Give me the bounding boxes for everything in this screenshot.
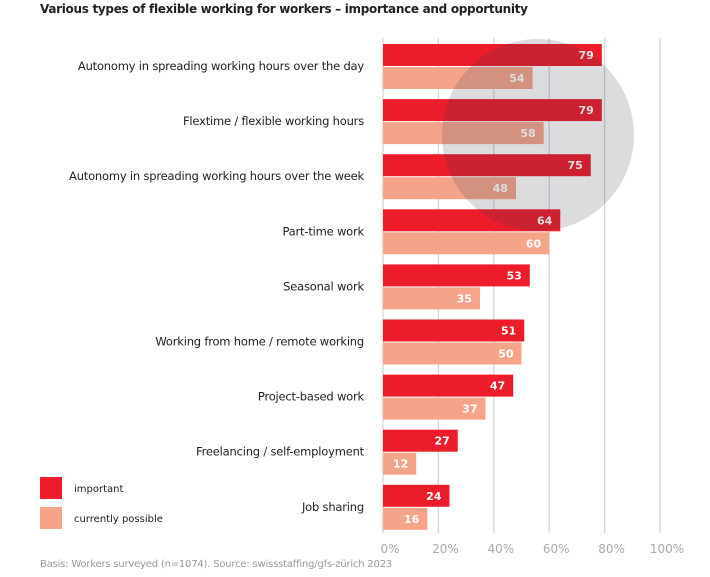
bar-important <box>383 374 514 397</box>
legend-label: important <box>74 484 123 495</box>
data-label: 50 <box>498 348 514 361</box>
x-tick-label: 0% <box>380 542 399 556</box>
data-label: 51 <box>501 325 516 338</box>
category-label: Project-based work <box>258 390 365 404</box>
data-label: 37 <box>462 403 477 416</box>
bar-currently-possible <box>383 507 428 530</box>
bar-currently-possible <box>383 287 480 310</box>
footnote: Basis: Workers surveyed (n=1074). Source… <box>40 559 393 570</box>
bar-important <box>383 154 591 177</box>
bar-important <box>383 44 602 66</box>
bar-currently-possible <box>383 67 533 89</box>
highlight-circle <box>442 39 634 231</box>
x-tick-label: 40% <box>487 542 514 556</box>
data-label: 47 <box>490 380 505 393</box>
category-label: Autonomy in spreading working hours over… <box>78 59 364 73</box>
bar-important <box>383 319 525 342</box>
category-label: Working from home / remote working <box>155 335 364 349</box>
data-label: 35 <box>457 292 472 305</box>
bar-important <box>383 429 458 452</box>
category-label: Freelancing / self-employment <box>196 445 365 459</box>
legend-swatch <box>40 507 62 529</box>
data-label: 48 <box>493 182 508 195</box>
data-label: 79 <box>579 104 594 117</box>
data-label: 58 <box>520 127 535 140</box>
bar-currently-possible <box>383 397 486 420</box>
bar-currently-possible <box>383 232 550 255</box>
data-label: 54 <box>509 72 525 85</box>
data-label: 60 <box>526 237 542 250</box>
data-label: 79 <box>579 49 594 62</box>
x-tick-label: 80% <box>598 542 625 556</box>
category-label: Flextime / flexible working hours <box>183 114 364 128</box>
bar-currently-possible <box>383 452 417 475</box>
data-label: 53 <box>506 269 521 282</box>
x-tick-label: 60% <box>543 542 570 556</box>
data-label: 16 <box>404 513 420 526</box>
data-label: 75 <box>567 159 582 172</box>
legend-label: currently possible <box>74 514 163 525</box>
bar-important <box>383 264 530 287</box>
chart-title: Various types of flexible working for wo… <box>40 2 528 16</box>
bar-currently-possible <box>383 342 522 365</box>
data-label: 24 <box>426 490 442 503</box>
bar-currently-possible <box>383 122 544 145</box>
bar-currently-possible <box>383 177 516 200</box>
legend-swatch <box>40 477 62 499</box>
category-label: Job sharing <box>301 500 364 514</box>
category-label: Part-time work <box>282 224 364 238</box>
bar-important <box>383 99 602 122</box>
x-tick-label: 20% <box>432 542 459 556</box>
data-label: 64 <box>537 214 553 227</box>
category-label: Autonomy in spreading working hours over… <box>69 169 364 183</box>
x-tick-label: 100% <box>650 542 684 556</box>
bar-important <box>383 484 450 507</box>
category-label: Seasonal work <box>283 279 364 293</box>
data-label: 27 <box>434 435 449 448</box>
bar-important <box>383 209 561 232</box>
data-label: 12 <box>393 458 408 471</box>
